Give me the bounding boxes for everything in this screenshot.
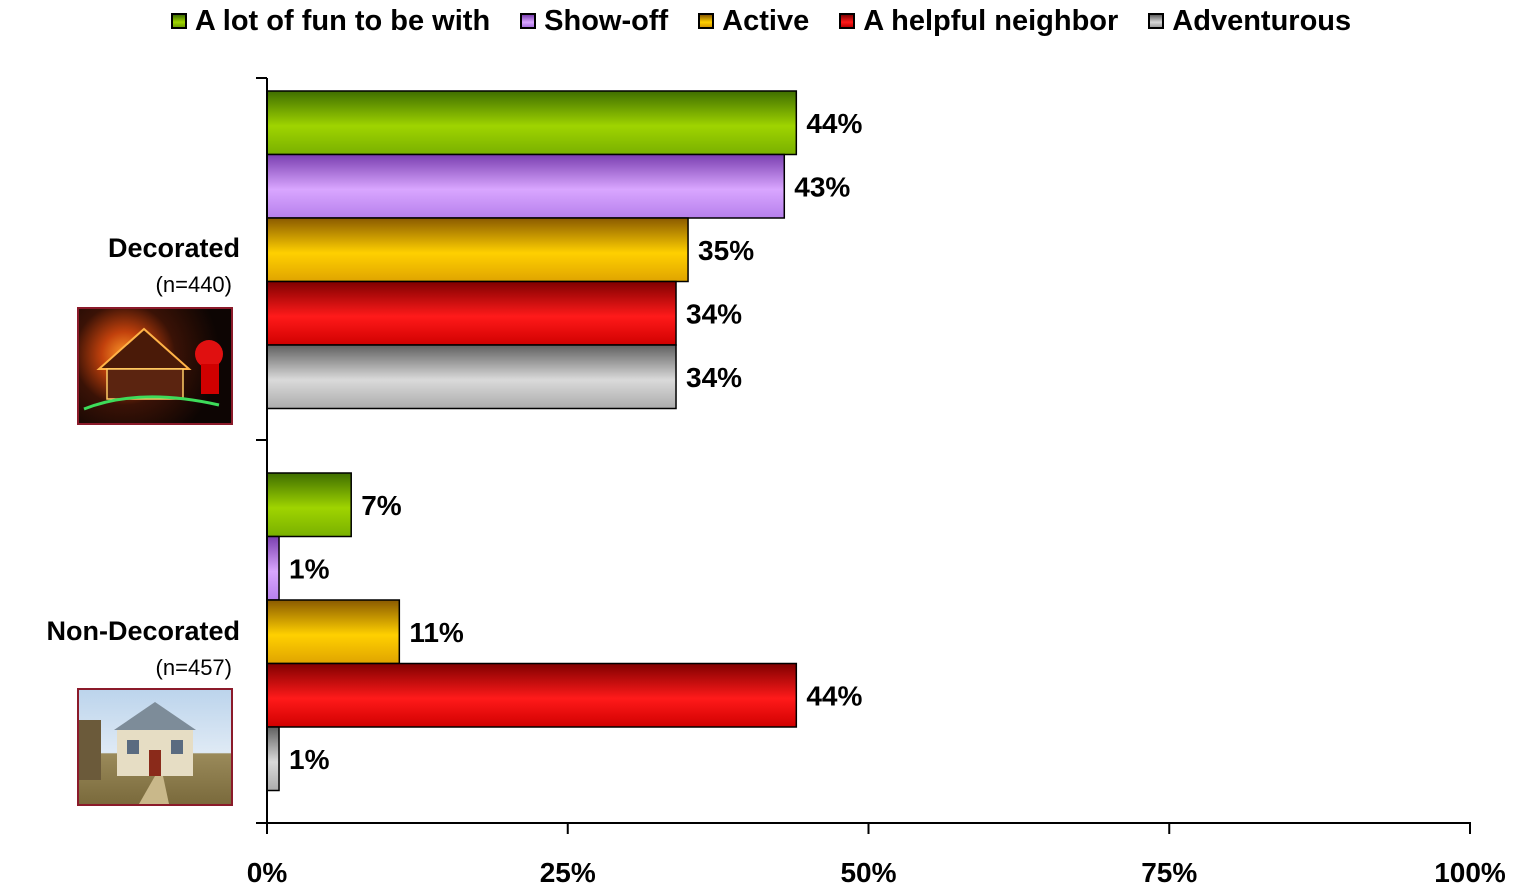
legend-swatch-helpful-neighbor xyxy=(839,13,856,29)
axes-group xyxy=(256,77,1471,824)
legend-swatch-adventurous xyxy=(1148,13,1165,29)
legend-item-fun: A lot of fun to be with xyxy=(170,4,491,38)
legend-item-helpful-neighbor: A helpful neighbor xyxy=(839,5,1118,38)
bar-3-0 xyxy=(266,280,677,346)
plain-house-icon xyxy=(79,702,196,804)
data-label-1-1: 1% xyxy=(289,553,330,584)
data-label-3-0: 34% xyxy=(686,298,742,329)
data-label-4-0: 34% xyxy=(686,362,742,393)
data-label-4-1: 1% xyxy=(289,744,330,775)
bar-2-1 xyxy=(266,599,401,665)
x-tick-label: 75% xyxy=(1141,857,1197,888)
category-n-non-decorated: (n=457) xyxy=(155,655,232,680)
bar-4-1 xyxy=(266,726,280,792)
bars-group xyxy=(266,90,798,792)
data-label-0-1: 7% xyxy=(361,490,402,521)
data-label-2-0: 35% xyxy=(698,235,754,266)
x-ticks-group: 0% 25% 50% 75% 100% xyxy=(247,823,1506,888)
legend-label-fun: A lot of fun to be with xyxy=(194,4,491,37)
category-n-decorated: (n=440) xyxy=(155,272,232,297)
legend-item-show-off: Show-off xyxy=(520,5,668,38)
data-label-1-0: 43% xyxy=(794,171,850,202)
x-tick-label: 25% xyxy=(540,857,596,888)
legend-label-active: Active xyxy=(722,4,810,37)
bar-0-0 xyxy=(266,90,798,156)
x-tick-label: 100% xyxy=(1434,857,1506,888)
data-labels-group: 44% 43% 35% 34% 34% 7% 1% 11% 44% 1% xyxy=(289,108,862,775)
legend-item-adventurous: Adventurous xyxy=(1148,5,1351,38)
data-label-0-0: 44% xyxy=(806,108,862,139)
legend: A lot of fun to be with Show-off Active … xyxy=(0,0,1522,42)
bar-4-0 xyxy=(266,344,677,410)
x-tick-label: 0% xyxy=(247,857,288,888)
bar-1-1 xyxy=(266,535,280,601)
bar-0-1 xyxy=(266,472,352,538)
legend-swatch-fun xyxy=(170,13,187,29)
category-label-decorated: Decorated xyxy=(107,233,240,263)
data-label-3-1: 44% xyxy=(806,680,862,711)
legend-swatch-show-off xyxy=(520,13,537,29)
legend-label-adventurous: Adventurous xyxy=(1172,4,1352,37)
bar-3-1 xyxy=(266,662,798,728)
legend-label-show-off: Show-off xyxy=(544,4,669,37)
legend-swatch-active xyxy=(698,13,715,29)
non-decorated-house-image xyxy=(77,688,233,806)
bar-2-0 xyxy=(266,217,689,283)
data-label-2-1: 11% xyxy=(409,617,464,648)
category-label-non-decorated: Non-Decorated xyxy=(46,616,240,646)
bar-1-0 xyxy=(266,153,786,219)
legend-label-helpful-neighbor: A helpful neighbor xyxy=(863,4,1119,37)
legend-item-active: Active xyxy=(698,5,809,38)
decorated-house-icon xyxy=(83,327,223,411)
decorated-house-image xyxy=(77,307,233,425)
x-tick-label: 50% xyxy=(840,857,896,888)
